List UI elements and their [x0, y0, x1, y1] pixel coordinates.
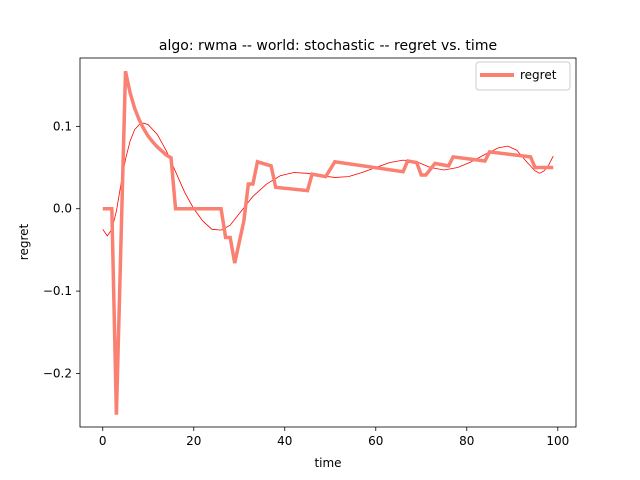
legend: regret: [475, 61, 571, 91]
y-tick-label: −0.2: [43, 366, 72, 380]
x-tick-label: 0: [99, 434, 107, 448]
legend-label-regret: regret: [520, 68, 557, 82]
series-line-fit: [102, 122, 554, 237]
y-tick-label: 0.0: [53, 202, 72, 216]
y-axis-label: regret: [17, 223, 31, 260]
x-tick-label: 60: [368, 434, 383, 448]
x-axis-label: time: [314, 456, 341, 470]
y-tick-label: −0.1: [43, 284, 72, 298]
legend-box: [475, 61, 571, 91]
x-axis-ticks: 0 20 40 60 80 100: [99, 427, 569, 448]
x-tick-label: 20: [186, 434, 201, 448]
y-tick-label: 0.1: [53, 119, 72, 133]
series-line-regret: [102, 70, 554, 415]
chart-title: algo: rwma -- world: stochastic -- regre…: [159, 38, 497, 54]
y-axis-ticks: −0.2 −0.1 0.0 0.1: [43, 119, 80, 380]
x-tick-label: 100: [546, 434, 569, 448]
axes-frame: [79, 57, 577, 428]
x-tick-label: 80: [459, 434, 474, 448]
plot-area: [102, 70, 554, 415]
x-tick-label: 40: [277, 434, 292, 448]
